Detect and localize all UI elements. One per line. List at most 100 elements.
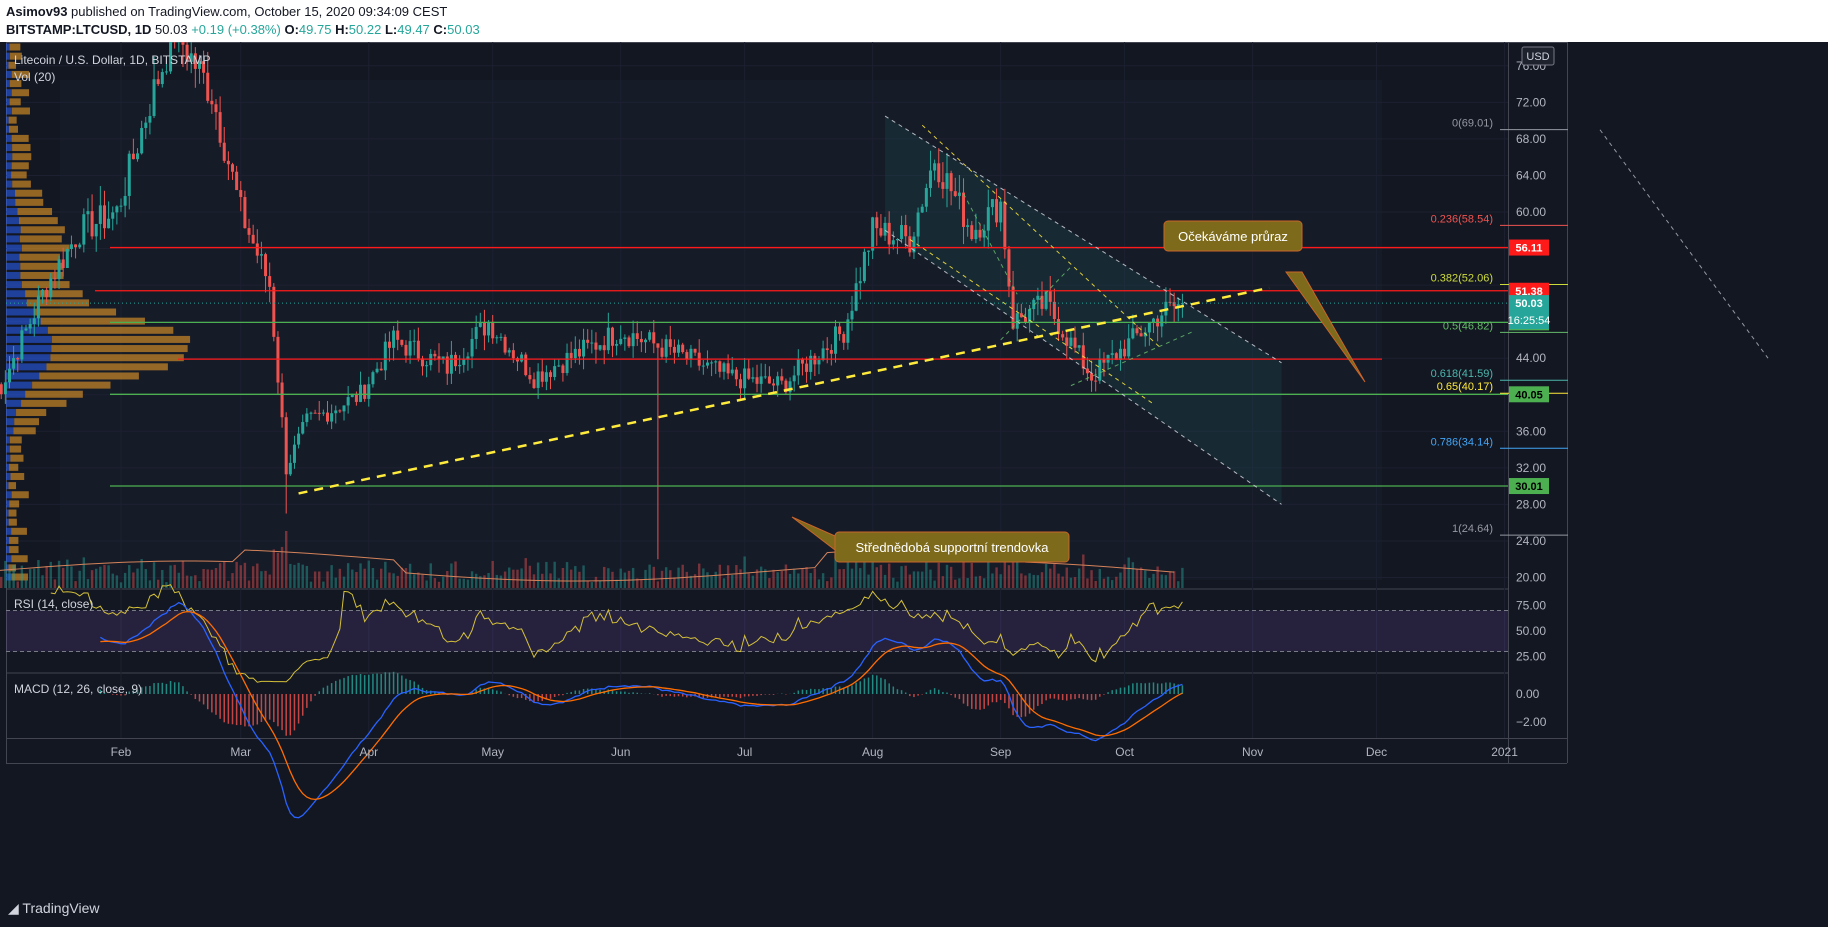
volume-bar [33,568,36,588]
candle-body [458,364,462,367]
volume-bar [1098,568,1102,588]
volume-bar [735,565,738,588]
volume-bar [569,569,573,588]
volume-profile-bar [6,271,21,279]
candle-body [867,250,871,252]
volume-profile-bar [6,52,10,60]
volume-bar [987,559,990,588]
volume-profile-bar [19,253,60,261]
volume-profile-bar [40,317,145,325]
volume-bar [165,582,168,588]
volume-bar [256,563,259,588]
callout-trendline-text: Střednědobá supportní trendovka [856,540,1050,555]
time-axis-label: Feb [111,745,132,759]
volume-bar [297,562,300,588]
volume-profile-bar [6,564,9,572]
volume-bar [479,576,482,588]
candle-body [222,142,226,161]
price-axis-label: 68.00 [1516,132,1546,146]
volume-bar [739,569,742,588]
candle-body [136,153,140,160]
candle-body [334,410,338,414]
price-level-tag [1509,282,1549,299]
candle-body [156,79,160,85]
candle-body [1098,359,1102,381]
candle-body [379,368,383,371]
candle-body [86,211,90,215]
candle-body [193,53,197,69]
volume-bar [797,573,800,588]
candle-body [701,365,705,367]
volume-profile-bar [6,546,10,554]
candle-body [606,327,610,351]
volume-profile-bar [6,427,14,435]
volume-profile-bar [10,472,25,480]
candle-body [1065,337,1069,346]
channel-line [963,193,1018,295]
volume-bar [466,579,470,588]
volume-profile-bar [9,43,21,51]
volume-bar [669,570,672,588]
candle-body [127,153,131,196]
candle-body [743,368,747,389]
candle-body [404,344,408,356]
volume-bar [1073,577,1077,588]
volume-bar [743,556,746,588]
candle-body [0,384,3,395]
volume-bar [656,581,660,588]
candle-body [619,338,623,345]
time-axis-label: 2021 [1491,745,1518,759]
macd-legend: MACD (12, 26, close, 9) [14,682,142,696]
candle-body [817,360,821,365]
volume-profile-bar [25,290,83,298]
volume-profile-bar [6,43,10,51]
volume-profile-bar [6,162,12,170]
volume-bar [706,572,709,588]
candle-body [1052,301,1056,320]
candle-body [1114,353,1118,360]
chart-canvas[interactable]: 20.0024.0028.0032.0036.0040.0044.0060.00… [0,42,1828,893]
candle-body [511,350,515,359]
volume-bar [747,573,750,588]
volume-bar [330,565,333,588]
volume-bar [933,580,936,588]
rsi-axis-label: 75.00 [1516,598,1546,612]
candle-body [445,356,449,374]
volume-profile-bar [6,555,12,563]
volume-bar [90,570,94,588]
volume-bar [181,560,185,588]
volume-bar [198,581,201,588]
candle-body [1057,319,1061,335]
volume-bar [1028,573,1031,588]
callout-box [834,531,1070,563]
right-border [1567,42,1568,763]
candle-body [102,205,106,229]
volume-bar [792,568,796,588]
volume-bar [1172,571,1176,588]
volume-bar [726,565,730,588]
tradingview-logo[interactable]: ◢ TradingView [8,900,99,917]
volume-profile-bar [21,281,70,289]
fib-level-label: 0.786(34.14) [1431,436,1493,448]
volume-bar [995,567,998,588]
volume-profile-bar [47,326,174,334]
candle-body [288,462,292,475]
volume-bar [247,580,251,588]
candle-body [986,207,990,231]
volume-bar [49,561,52,588]
author-name[interactable]: Asimov93 [6,4,68,19]
candle-body [726,363,730,374]
volume-bar [12,565,15,588]
volume-bar [871,552,874,588]
volume-profile-bar [15,198,44,206]
time-axis-label: Mar [230,745,251,759]
volume-bar [20,565,24,588]
volume-bar [359,563,362,588]
volume-profile-bar [20,262,64,270]
candle-body [747,368,751,379]
volume-bar [491,560,494,588]
candle-body [995,199,999,223]
volume-profile-bar [11,89,30,97]
candle-body [115,206,119,213]
channel-line [1000,266,1072,341]
